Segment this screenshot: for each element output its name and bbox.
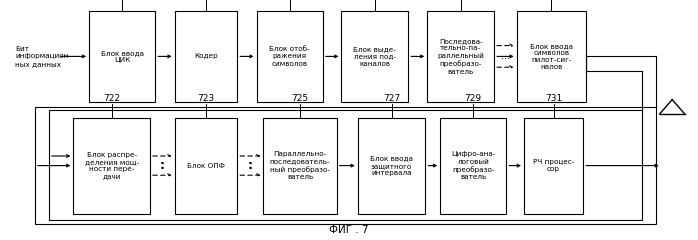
Text: Цифро-ана-
логовый
преобразо-
ватель: Цифро-ана- логовый преобразо- ватель bbox=[451, 151, 496, 180]
Text: 722: 722 bbox=[103, 94, 120, 103]
Bar bbox=[89, 11, 155, 102]
Text: Блок отоб-
ражения
символов: Блок отоб- ражения символов bbox=[269, 46, 310, 67]
Bar bbox=[49, 110, 642, 220]
Text: Блок распре-
деления мощ-
ности пере-
дачи: Блок распре- деления мощ- ности пере- да… bbox=[84, 152, 139, 180]
Text: Блок ввода
защитного
интервала: Блок ввода защитного интервала bbox=[370, 155, 413, 176]
Bar bbox=[264, 118, 336, 214]
Text: 723: 723 bbox=[198, 94, 214, 103]
Text: Бит
информацион-
ных данных: Бит информацион- ных данных bbox=[15, 46, 71, 67]
Text: Блок ввода
ЦИК: Блок ввода ЦИК bbox=[101, 50, 144, 63]
Bar bbox=[257, 11, 322, 102]
Bar bbox=[427, 11, 494, 102]
Bar bbox=[524, 118, 583, 214]
Text: Параллельно-
последователь-
ный преобразо-
ватель: Параллельно- последователь- ный преобраз… bbox=[270, 151, 330, 180]
Bar bbox=[174, 11, 237, 102]
Text: 731: 731 bbox=[545, 94, 562, 103]
Text: 725: 725 bbox=[292, 94, 309, 103]
Bar bbox=[35, 107, 656, 224]
Bar bbox=[174, 118, 237, 214]
Text: РЧ процес-
сор: РЧ процес- сор bbox=[533, 159, 574, 172]
Text: :: : bbox=[160, 159, 165, 172]
Text: Блок ОПФ: Блок ОПФ bbox=[187, 163, 225, 168]
Text: Блок выде-
ления под-
каналов: Блок выде- ления под- каналов bbox=[353, 46, 396, 67]
Text: Последова-
тельно-па-
раллельный
преобразо-
ватель: Последова- тельно-па- раллельный преобра… bbox=[437, 38, 484, 75]
Bar bbox=[341, 11, 408, 102]
Bar bbox=[358, 118, 426, 214]
Bar bbox=[440, 118, 507, 214]
Text: ФИГ . 7: ФИГ . 7 bbox=[329, 225, 369, 235]
Text: :: : bbox=[248, 159, 253, 172]
Text: 727: 727 bbox=[383, 94, 400, 103]
Text: ...: ... bbox=[501, 51, 510, 61]
Text: 729: 729 bbox=[465, 94, 482, 103]
Text: Блок ввода
символов
пилот-сиг-
налов: Блок ввода символов пилот-сиг- налов bbox=[530, 42, 573, 70]
Text: Кодер: Кодер bbox=[194, 54, 218, 60]
Bar bbox=[517, 11, 586, 102]
Bar bbox=[73, 118, 150, 214]
